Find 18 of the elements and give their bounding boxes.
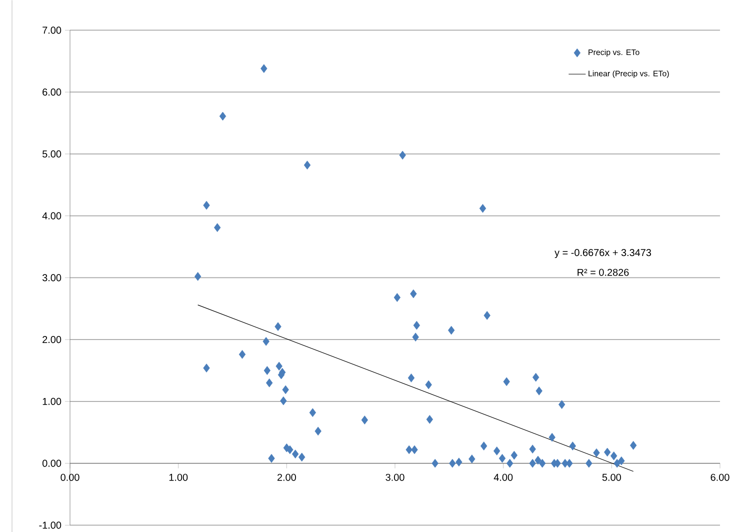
y-tick-label: 7.00 — [42, 26, 62, 34]
x-tick-label: 1.00 — [169, 474, 188, 481]
y-tick-label: 2.00 — [42, 336, 62, 343]
annotation: R² = 0.2826 — [578, 268, 629, 276]
x-tick-label: 0.00 — [60, 474, 80, 481]
x-tick-label: 3.00 — [386, 474, 404, 481]
y-tick-label: 6.00 — [42, 88, 62, 96]
y-tick-label: 0.00 — [42, 460, 62, 467]
x-tick-label: 4.00 — [494, 474, 513, 481]
x-tick-label: 2.00 — [277, 474, 296, 481]
y-tick-label: 5.00 — [42, 150, 62, 158]
y-tick-label: 1.00 — [42, 398, 62, 405]
x-tick-label: 6.00 — [710, 474, 730, 481]
y-tick-label: 4.00 — [42, 212, 62, 220]
annotation: y = -0.6676x + 3.3473 — [554, 248, 652, 258]
y-tick-label: 3.00 — [42, 274, 62, 282]
x-tick-label: 5.00 — [602, 474, 621, 481]
y-tick-label: -1.00 — [39, 521, 62, 529]
